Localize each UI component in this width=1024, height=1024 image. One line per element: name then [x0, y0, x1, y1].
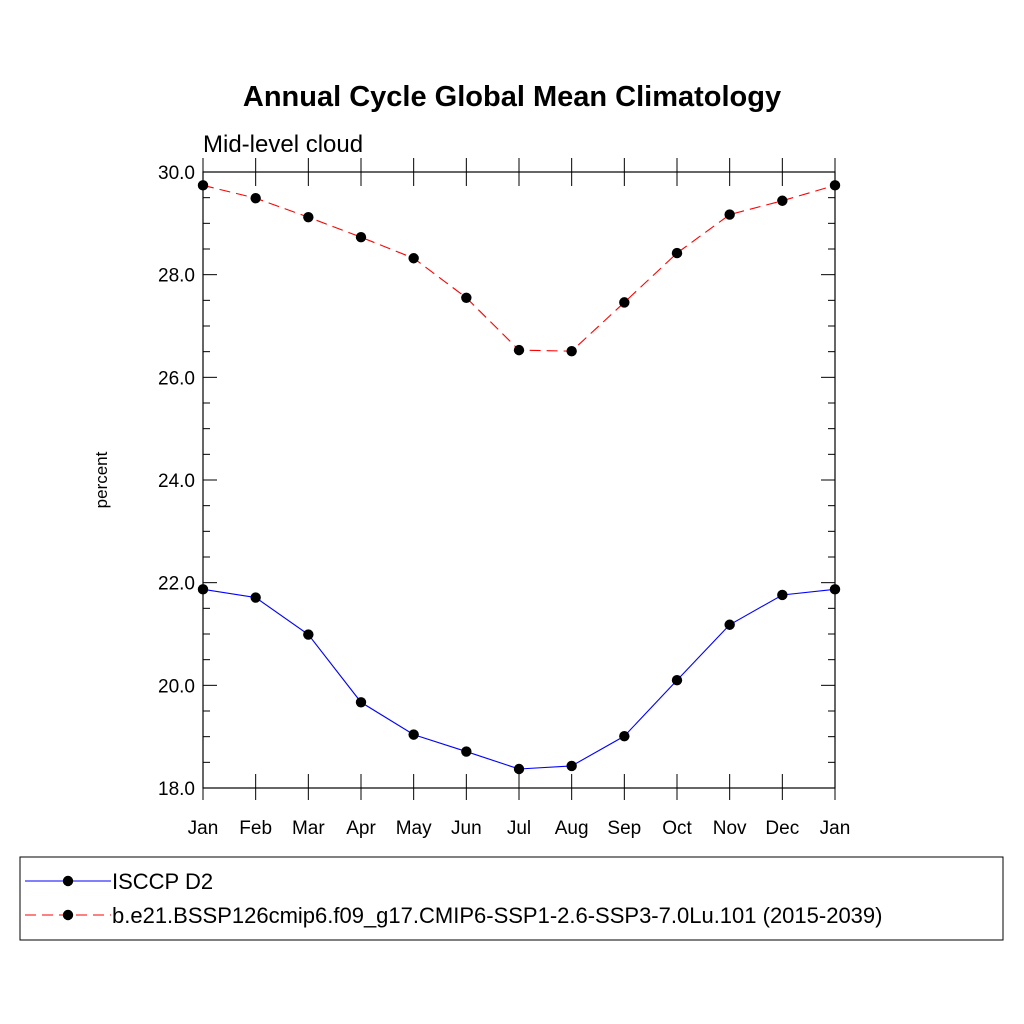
data-point	[671, 675, 683, 686]
x-tick-label: Jan	[188, 818, 219, 839]
data-point	[724, 209, 735, 220]
data-point	[513, 344, 525, 356]
data-point	[250, 592, 261, 603]
x-tick-label: Sep	[607, 818, 641, 839]
data-point	[461, 746, 472, 757]
legend-label: b.e21.BSSP126cmip6.f09_g17.CMIP6-SSP1-2.…	[112, 903, 882, 928]
x-tick-label: Feb	[239, 818, 272, 839]
chart-subtitle: Mid-level cloud	[203, 131, 363, 158]
data-point	[777, 589, 788, 601]
legend-box	[19, 856, 1004, 941]
x-tick-label: Apr	[346, 818, 376, 839]
x-tick-label: Nov	[713, 818, 747, 839]
data-point	[566, 345, 577, 357]
data-point	[197, 584, 209, 595]
data-point	[777, 195, 788, 206]
data-point	[461, 292, 472, 303]
y-axis-label: percent	[92, 451, 111, 508]
series-line	[202, 184, 836, 352]
data-point	[355, 231, 367, 243]
y-tick-label: 26.0	[158, 368, 195, 389]
y-tick-label: 24.0	[158, 471, 195, 492]
data-point	[619, 730, 630, 742]
data-point	[566, 760, 577, 772]
y-axis-ticks: 18.0 20.0 22.0 24.0 26.0 28.0 30.0	[158, 163, 835, 800]
data-point	[303, 629, 314, 640]
series-2	[197, 180, 841, 357]
data-point	[829, 584, 841, 595]
x-axis-ticks: Jan Feb Mar Apr May Jun Jul Aug Sep Oct Nov Dec Jan	[188, 158, 851, 839]
y-tick-label: 30.0	[158, 163, 195, 184]
x-tick-label: May	[396, 818, 432, 839]
series-line	[202, 588, 836, 770]
data-point	[197, 180, 209, 191]
chart-title: Annual Cycle Global Mean Climatology	[243, 81, 781, 113]
y-tick-label: 20.0	[158, 676, 195, 697]
plot-frame	[202, 171, 836, 789]
x-tick-label: Jan	[820, 818, 851, 839]
x-tick-label: Mar	[292, 818, 325, 839]
data-point	[250, 192, 261, 204]
x-tick-label: Dec	[765, 818, 799, 839]
series-1	[197, 584, 841, 775]
legend-marker	[62, 875, 74, 887]
x-tick-label: Jun	[451, 818, 482, 839]
x-tick-label: Aug	[555, 818, 589, 839]
y-tick-label: 18.0	[158, 779, 195, 800]
data-point	[671, 247, 683, 259]
data-point	[355, 697, 367, 708]
data-point	[829, 180, 841, 191]
data-point	[619, 297, 630, 308]
data-point	[408, 253, 419, 264]
series-layer	[197, 180, 841, 775]
legend-marker	[62, 909, 74, 921]
data-point	[408, 729, 419, 740]
data-point	[303, 211, 314, 223]
y-tick-label: 28.0	[158, 266, 195, 287]
legend: ISCCP D2 b.e21.BSSP126cmip6.f09_g17.CMIP6…	[19, 856, 1004, 941]
x-tick-label: Oct	[662, 818, 692, 839]
legend-label: ISCCP D2	[112, 869, 213, 894]
y-tick-label: 22.0	[158, 574, 195, 595]
x-tick-label: Jul	[507, 818, 531, 839]
data-point	[513, 763, 525, 775]
data-point	[724, 619, 735, 630]
